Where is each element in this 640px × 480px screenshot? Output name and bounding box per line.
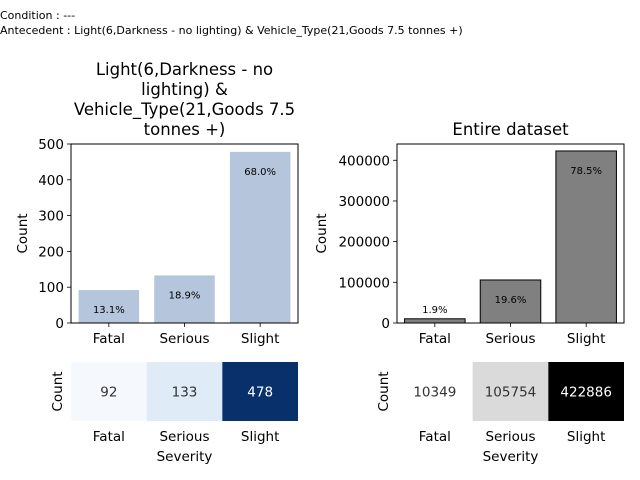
heatmap-x-label-fatal: Fatal	[93, 429, 125, 445]
heatmap-cell-fatal	[71, 362, 147, 421]
y-tick-label: 200	[38, 244, 64, 260]
percent-label-fatal: 1.9%	[422, 305, 447, 316]
y-tick-label: 0	[55, 316, 64, 332]
heatmap-cell-slight	[222, 362, 298, 421]
heatmap-x-axis-label: Severity	[483, 449, 539, 465]
antecedent-text: Antecedent : Light(6,Darkness - no light…	[0, 24, 463, 37]
chart-title-line: tonnes +)	[144, 120, 226, 139]
chart-title-line: lighting) &	[141, 80, 228, 99]
y-tick-label: 300000	[338, 194, 390, 210]
heatmap-cell-slight	[548, 362, 624, 421]
x-tick-label-slight: Slight	[241, 331, 280, 347]
bar-fatal	[78, 290, 140, 323]
chart-title-line: Light(6,Darkness - no	[96, 60, 273, 79]
heatmap-cell-serious	[472, 362, 549, 421]
bar-serious	[479, 279, 542, 324]
bar-slight	[229, 151, 291, 323]
heatmap-x-label-fatal: Fatal	[419, 429, 451, 445]
y-tick-label: 400	[38, 173, 64, 189]
y-tick-label: 0	[381, 316, 390, 332]
x-tick-label-fatal: Fatal	[93, 331, 125, 347]
heatmap-value-slight: 478	[247, 385, 273, 401]
bar-fatal	[404, 318, 466, 324]
percent-label-serious: 19.6%	[495, 295, 527, 306]
y-tick-label: 200000	[338, 235, 390, 251]
x-tick-label-serious: Serious	[159, 331, 209, 347]
heatmap-value-fatal: 92	[100, 385, 117, 401]
y-tick-label: 100	[38, 280, 64, 296]
chart-title-line: Vehicle_Type(21,Goods 7.5	[74, 100, 295, 120]
y-axis-label: Count	[314, 213, 330, 253]
heatmap-x-label-slight: Slight	[241, 429, 280, 445]
bar-slight	[555, 150, 617, 324]
bar-serious	[154, 275, 215, 323]
plot-frame	[70, 143, 299, 324]
x-tick-label-slight: Slight	[567, 331, 606, 347]
chart-title-line: Entire dataset	[452, 120, 569, 139]
heatmap-cell-fatal	[397, 362, 473, 421]
percent-label-serious: 18.9%	[169, 290, 201, 301]
heatmap-value-slight: 422886	[560, 385, 612, 401]
heatmap-x-axis-label: Severity	[157, 449, 213, 465]
x-tick-label-fatal: Fatal	[419, 331, 451, 347]
heatmap-y-label: Count	[50, 371, 66, 411]
heatmap-value-serious: 105754	[485, 385, 537, 401]
percent-label-slight: 78.5%	[570, 166, 602, 177]
y-tick-label: 500	[38, 137, 64, 153]
heatmap-value-serious: 133	[172, 385, 198, 401]
y-tick-label: 300	[38, 209, 64, 225]
heatmap-value-fatal: 10349	[413, 385, 456, 401]
percent-label-slight: 68.0%	[244, 167, 276, 178]
heatmap-x-label-serious: Serious	[159, 429, 209, 445]
heatmap-cell-serious	[146, 362, 223, 421]
percent-label-fatal: 13.1%	[93, 305, 125, 316]
y-tick-label: 100000	[338, 275, 390, 291]
y-axis-label: Count	[15, 213, 31, 253]
heatmap-x-label-serious: Serious	[485, 429, 535, 445]
heatmap-y-label: Count	[376, 371, 392, 411]
heatmap-x-label-slight: Slight	[567, 429, 606, 445]
condition-text: Condition : ---	[0, 9, 76, 22]
plot-frame	[396, 143, 625, 324]
y-tick-label: 400000	[338, 153, 390, 169]
x-tick-label-serious: Serious	[485, 331, 535, 347]
